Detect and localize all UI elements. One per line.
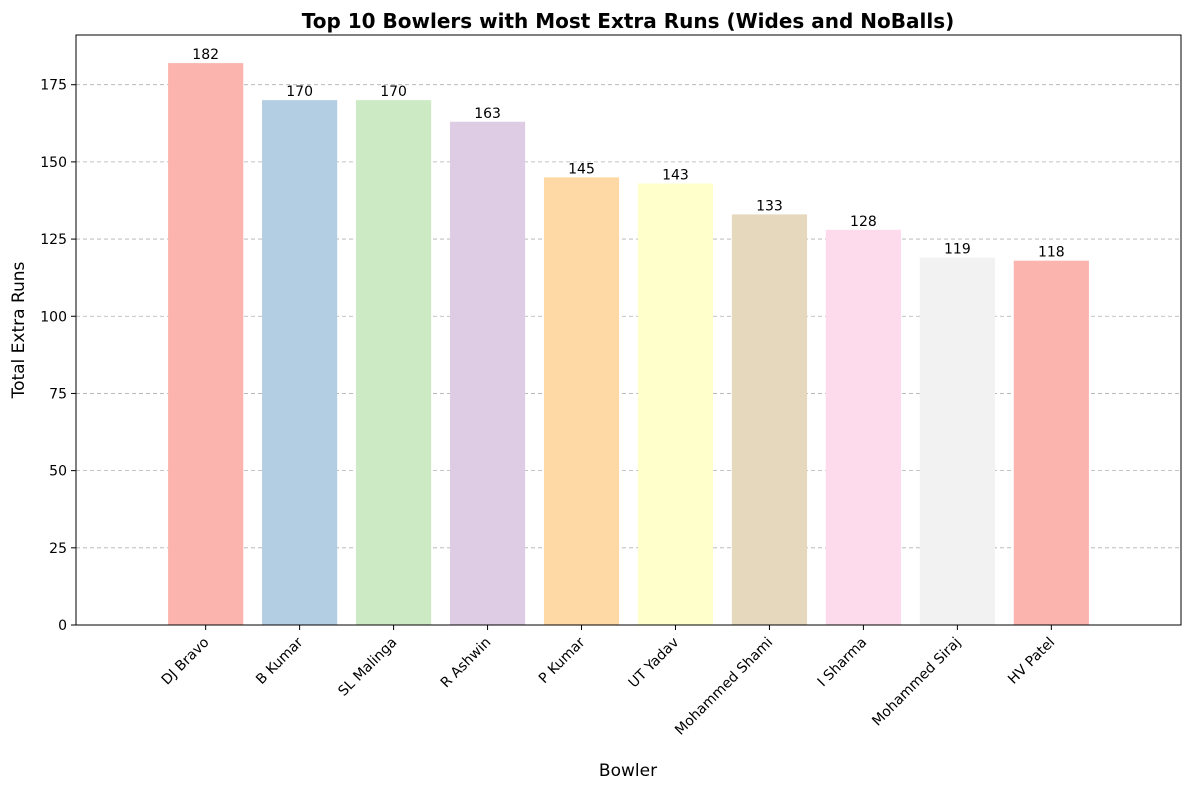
bar <box>731 214 808 625</box>
y-tick-label: 150 <box>40 155 67 171</box>
x-axis: DJ Bravo B Kumar SL Malinga R Ashwin P Kumar… <box>159 625 1058 739</box>
x-tick-label: B Kumar <box>253 634 306 687</box>
grid-lines <box>76 84 1181 549</box>
bar <box>543 177 620 626</box>
x-tick-label: R Ashwin <box>438 635 495 692</box>
data-label: 118 <box>1038 245 1065 261</box>
bar <box>637 183 714 625</box>
y-tick-label: 100 <box>40 309 67 325</box>
x-tick-label: Mohammed Siraj <box>869 635 964 730</box>
x-tick-label: Mohammed Shami <box>672 635 776 739</box>
x-tick-label: P Kumar <box>536 634 589 687</box>
x-tick-label: UT Yadav <box>626 635 683 692</box>
y-tick-label: 75 <box>49 386 67 402</box>
chart-title: Top 10 Bowlers with Most Extra Runs (Wid… <box>302 9 955 33</box>
bar <box>356 100 432 625</box>
data-label: 133 <box>756 198 783 214</box>
y-tick-label: 125 <box>40 232 67 248</box>
x-axis-label: Bowler <box>599 761 657 781</box>
y-axis: 0 25 50 75 100 125 150 175 <box>40 78 76 634</box>
data-label: 163 <box>474 106 501 122</box>
bar <box>1013 260 1089 625</box>
data-labels: 182 170 170 163 145 143 133 128 119 118 <box>192 47 1064 261</box>
plot-frame <box>75 34 1182 626</box>
bar <box>919 257 995 625</box>
data-label: 145 <box>568 161 595 177</box>
data-label: 182 <box>192 47 219 63</box>
data-label: 170 <box>286 84 313 100</box>
x-tick-label: DJ Bravo <box>159 635 213 689</box>
bar <box>449 121 526 626</box>
y-tick-label: 0 <box>58 618 67 634</box>
bar <box>825 229 901 625</box>
x-tick-label: HV Patel <box>1005 635 1058 688</box>
bars <box>168 63 1089 626</box>
x-tick-label: I Sharma <box>815 635 871 691</box>
data-label: 143 <box>662 168 689 184</box>
x-tick-label: SL Malinga <box>335 635 400 700</box>
data-label: 128 <box>850 214 877 230</box>
y-tick-label: 25 <box>49 541 67 557</box>
y-tick-label: 175 <box>40 78 67 94</box>
bar <box>262 100 338 625</box>
y-axis-label: Total Extra Runs <box>9 261 29 399</box>
y-tick-label: 50 <box>49 464 67 480</box>
bar <box>168 63 244 626</box>
data-label: 170 <box>380 84 407 100</box>
data-label: 119 <box>944 242 971 258</box>
